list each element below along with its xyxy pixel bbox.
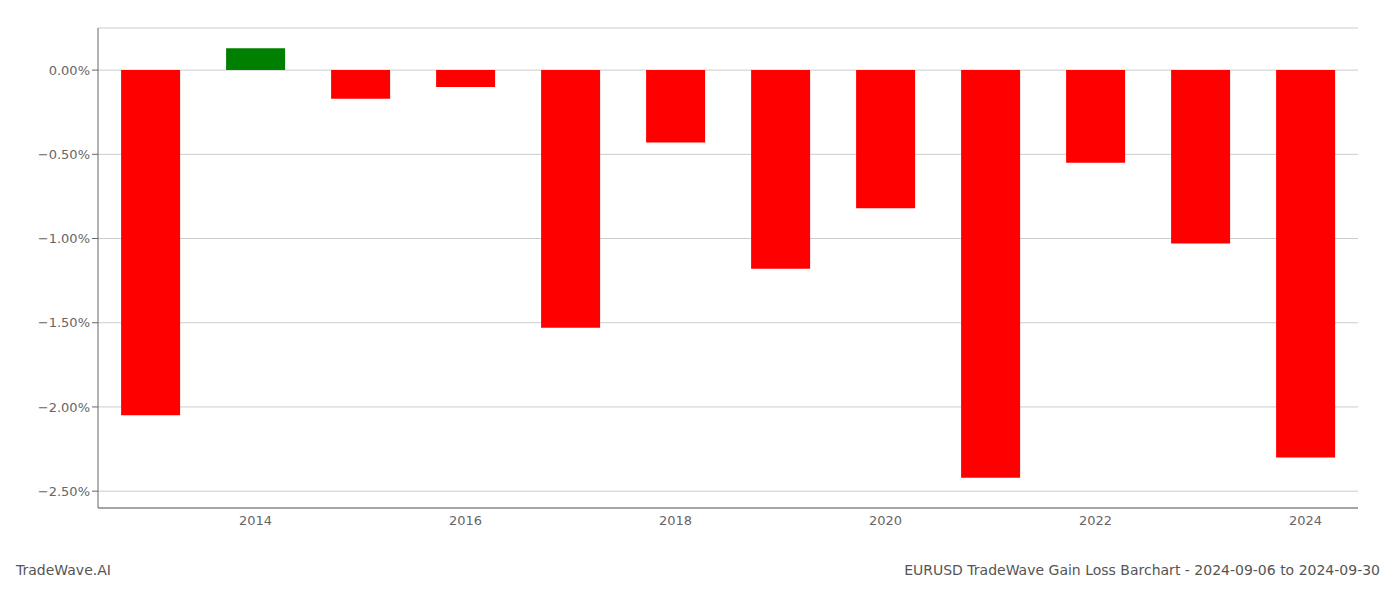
svg-text:−0.50%: −0.50% [38,147,90,162]
svg-text:2020: 2020 [869,513,902,528]
svg-text:2024: 2024 [1289,513,1322,528]
html-text:EURUSD TradeWave Gain Loss Bar: EURUSD TradeWave Gain Loss Barchart - 20… [904,562,1380,578]
svg-text:−2.00%: −2.00% [38,400,90,415]
svg-text:−1.50%: −1.50% [38,315,90,330]
svg-text:0.00%: 0.00% [49,63,90,78]
svg-text:−2.50%: −2.50% [38,484,90,499]
svg-text:2014: 2014 [239,513,272,528]
svg-text:2016: 2016 [449,513,482,528]
svg-text:2018: 2018 [659,513,692,528]
svg-text:2022: 2022 [1079,513,1112,528]
html-text:TradeWave.AI: TradeWave.AI [16,562,111,578]
svg-text:−1.00%: −1.00% [38,231,90,246]
